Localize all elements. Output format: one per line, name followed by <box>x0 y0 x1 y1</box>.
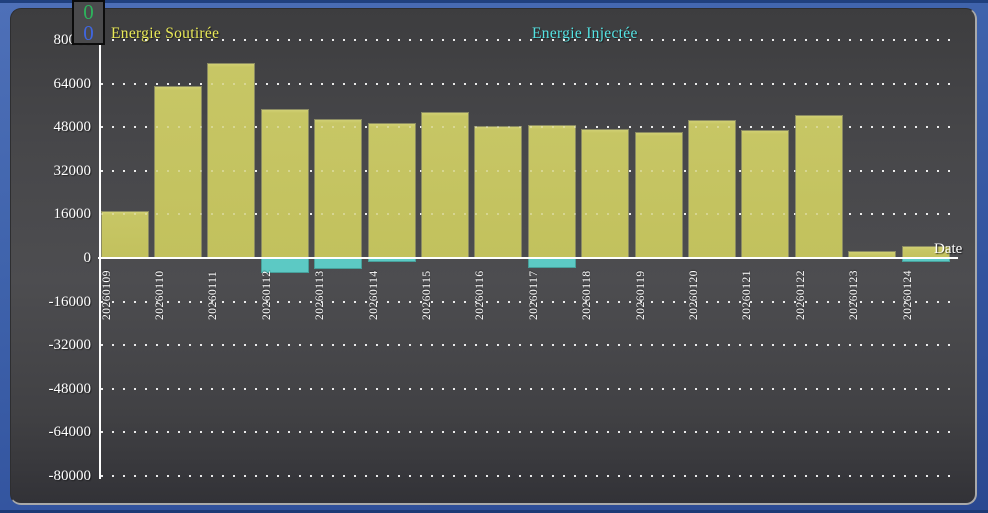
bar-energie-injectee-20260117[interactable] <box>527 259 576 268</box>
x-axis-label-20260121: 20260121 <box>741 270 754 320</box>
legend-energie-injectee: Energie Injectée <box>532 25 638 42</box>
x-axis-label-20260124: 20260124 <box>901 270 914 320</box>
y-tick-label-64000: 64000 <box>53 75 92 92</box>
bar-energie-injectee-20260124[interactable] <box>901 259 950 262</box>
x-axis-label-20260122: 20260122 <box>794 270 807 320</box>
gridline--32000 <box>101 344 959 347</box>
x-axis-label-20260112: 20260112 <box>260 270 273 320</box>
bar-energie-soutiree-20260117[interactable] <box>527 124 576 258</box>
y-tick-label-16000: 16000 <box>53 206 92 223</box>
bar-energie-soutiree-20260113[interactable] <box>314 119 363 258</box>
x-axis-label-20260114: 20260114 <box>367 270 380 320</box>
y-tick-label-0: 0 <box>83 250 92 266</box>
gridline--48000 <box>101 387 959 390</box>
x-axis-label-20260118: 20260118 <box>581 270 594 320</box>
x-axis-label-20260115: 20260115 <box>420 270 433 320</box>
gridline--48000 <box>101 387 959 390</box>
y-tick-label-48000: 48000 <box>53 119 92 136</box>
y-tick-label--64000: -64000 <box>48 424 92 441</box>
x-axis-zero-line <box>98 257 958 259</box>
bar-energie-soutiree-20260109[interactable] <box>100 211 149 258</box>
y-tick-label--32000: -32000 <box>48 337 92 354</box>
bar-energie-soutiree-20260120[interactable] <box>687 119 736 258</box>
gridline--80000 <box>101 475 959 477</box>
axes-layer <box>11 9 975 503</box>
bar-energie-soutiree-20260121[interactable] <box>741 129 790 258</box>
labels-layer: 80000640004800032000160000-16000-32000-4… <box>11 9 975 503</box>
cursor-value-readout: 0 0 <box>72 0 105 45</box>
bar-energie-soutiree-20260114[interactable] <box>367 122 416 258</box>
y-tick-label-32000: 32000 <box>53 162 92 179</box>
gridlines-front <box>11 9 975 503</box>
bar-energie-soutiree-20260119[interactable] <box>634 131 683 258</box>
legend-energie-soutiree: Energie Soutirée <box>111 25 220 42</box>
gridline-64000 <box>101 82 959 85</box>
gridline--64000 <box>101 431 959 434</box>
x-axis-label-20260117: 20260117 <box>527 270 540 320</box>
x-axis-label-20260110: 20260110 <box>153 270 166 320</box>
x-axis-label-20260123: 20260123 <box>848 270 861 320</box>
gridline--16000 <box>101 300 959 303</box>
bar-energie-soutiree-20260124[interactable] <box>901 246 950 258</box>
y-axis-line <box>99 39 101 479</box>
gridline-80000 <box>101 39 959 41</box>
bar-energie-soutiree-20260112[interactable] <box>260 108 309 258</box>
x-axis-label-20260116: 20260116 <box>474 270 487 320</box>
y-tick-label--48000: -48000 <box>48 380 92 397</box>
y-tick-label--80000: -80000 <box>48 468 92 484</box>
bar-energie-soutiree-20260118[interactable] <box>581 128 630 258</box>
gridline--16000 <box>101 300 959 303</box>
x-axis-label-20260111: 20260111 <box>207 270 220 320</box>
x-axis-title-date: Date <box>934 241 963 257</box>
x-axis-label-20260119: 20260119 <box>634 270 647 320</box>
x-axis-label-20260120: 20260120 <box>687 270 700 320</box>
bar-energie-soutiree-20260110[interactable] <box>153 86 202 258</box>
bar-energie-injectee-20260113[interactable] <box>314 259 363 270</box>
readout-value-injectee: 0 <box>83 0 94 24</box>
chart-panel: 80000640004800032000160000-16000-32000-4… <box>10 8 977 505</box>
bar-energie-soutiree-20260123[interactable] <box>848 250 897 258</box>
bar-energie-soutiree-20260115[interactable] <box>420 111 469 258</box>
bar-energie-soutiree-20260122[interactable] <box>794 114 843 258</box>
readout-value-soutiree: 0 <box>83 21 94 45</box>
bar-energie-injectee-20260112[interactable] <box>260 259 309 273</box>
gridline--80000 <box>101 475 959 477</box>
gridline--64000 <box>101 431 959 434</box>
gridline-48000 <box>101 126 959 129</box>
gridline-64000 <box>101 82 959 85</box>
gridline-32000 <box>101 169 959 172</box>
gridline-16000 <box>101 213 959 216</box>
x-axis-label-20260109: 20260109 <box>100 270 113 320</box>
bar-energie-soutiree-20260111[interactable] <box>207 63 256 258</box>
y-tick-label--16000: -16000 <box>48 293 92 310</box>
x-axis-label-20260113: 20260113 <box>314 270 327 320</box>
gridline-80000 <box>101 39 959 41</box>
bars-layer <box>11 9 975 503</box>
bar-energie-soutiree-20260116[interactable] <box>474 126 523 258</box>
bar-energie-injectee-20260114[interactable] <box>367 259 416 262</box>
gridline--32000 <box>101 344 959 347</box>
